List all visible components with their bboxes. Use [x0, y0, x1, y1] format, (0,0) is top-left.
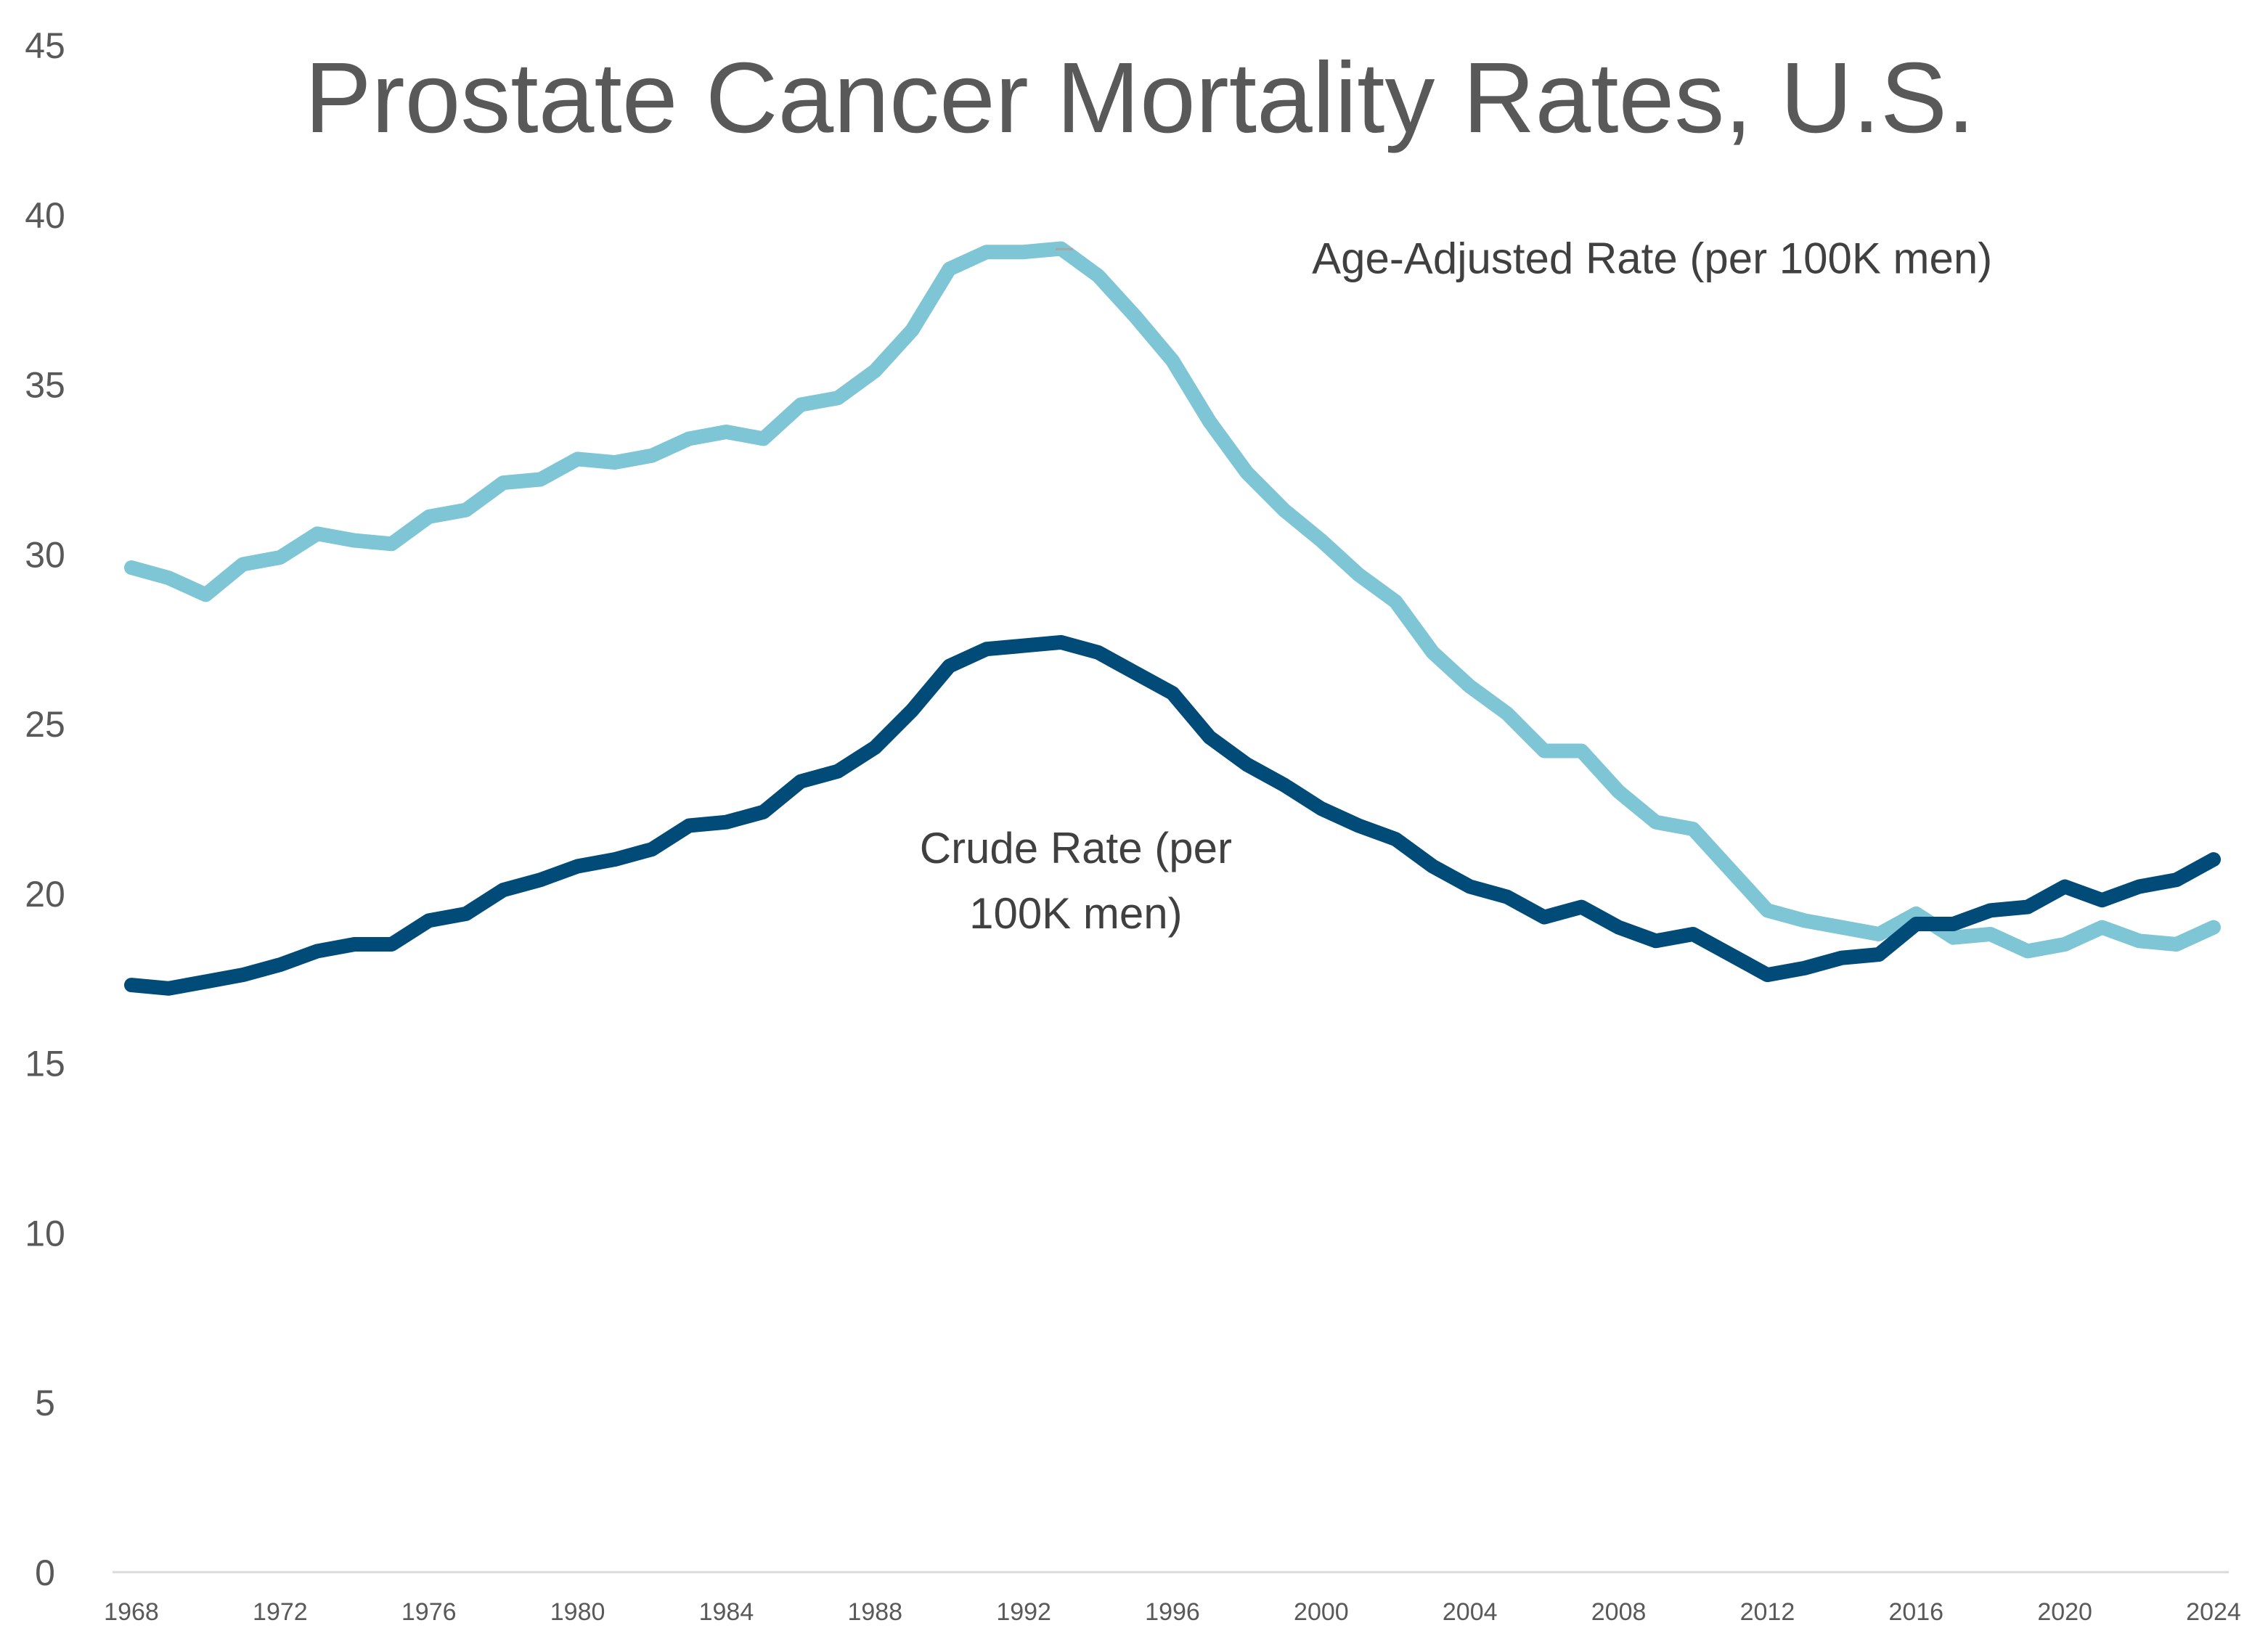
crude-rate-label-line: 100K men): [969, 889, 1183, 938]
y-tick-label: 10: [25, 1213, 65, 1254]
x-tick-label: 2000: [1294, 1598, 1349, 1626]
x-axis-tick-labels: 1968 1972 1976 1980 1984 1988 1992 1996 2000 2004…: [104, 1598, 2241, 1626]
y-tick-label: 5: [35, 1383, 55, 1423]
age-adjusted-rate-label: Age-Adjusted Rate (per 100K men): [1312, 234, 1992, 283]
chart-title: Prostate Cancer Mortality Rates, U.S.: [305, 42, 1975, 154]
x-tick-label: 1992: [996, 1598, 1051, 1626]
y-tick-label: 35: [25, 365, 65, 406]
series-lines: [124, 241, 2221, 996]
y-tick-label: 25: [25, 704, 65, 745]
x-tick-label: 1988: [847, 1598, 902, 1626]
x-tick-label: 2012: [1740, 1598, 1795, 1626]
crude-rate-line: [124, 634, 2221, 996]
x-tick-label: 1968: [104, 1598, 159, 1626]
annotations: Age-Adjusted Rate (per 100K men) Crude Ra…: [920, 234, 1993, 938]
y-axis-tick-labels: 0 5 10 15 20 25 30 35 40 45: [25, 25, 65, 1593]
x-tick-label: 1984: [699, 1598, 754, 1626]
crude-rate-label: Crude Rate (per 100K men): [920, 824, 1232, 938]
x-tick-label: 1976: [401, 1598, 457, 1626]
y-tick-label: 45: [25, 25, 65, 66]
y-tick-label: 40: [25, 195, 65, 236]
x-tick-label: 1980: [550, 1598, 605, 1626]
x-tick-label: 2004: [1443, 1598, 1498, 1626]
y-tick-label: 15: [25, 1044, 65, 1084]
x-tick-label: 2024: [2186, 1598, 2241, 1626]
x-tick-label: 2016: [1888, 1598, 1943, 1626]
y-tick-label: 0: [35, 1553, 55, 1593]
age-adjusted-rate-line: [124, 241, 2221, 959]
x-tick-label: 1996: [1145, 1598, 1200, 1626]
x-tick-label: 1972: [253, 1598, 308, 1626]
x-tick-label: 2008: [1591, 1598, 1647, 1626]
y-tick-label: 20: [25, 874, 65, 915]
x-tick-label: 2020: [2037, 1598, 2092, 1626]
y-tick-label: 30: [25, 534, 65, 575]
crude-rate-label-line: Crude Rate (per: [920, 824, 1232, 872]
